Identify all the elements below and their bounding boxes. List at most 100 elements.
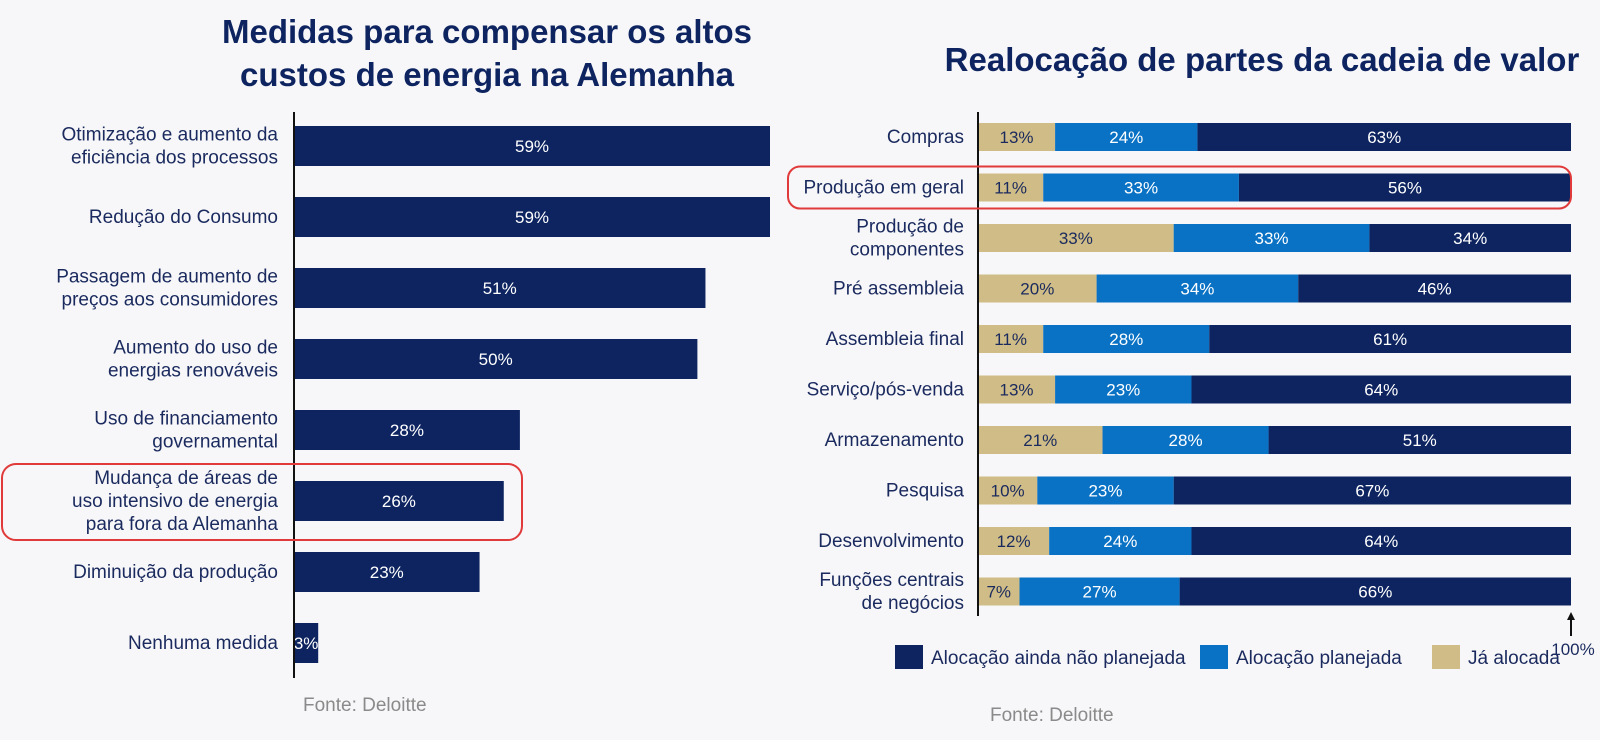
chart-2-bar-segment — [1179, 577, 1571, 606]
chart-1-category-label: Mudança de áreas de — [94, 468, 278, 489]
chart-1-bar — [294, 197, 770, 237]
chart-2-value-label: 33% — [1255, 229, 1289, 248]
chart-2-bar-segment — [1102, 426, 1269, 454]
chart-2-bar-segment — [1268, 426, 1571, 454]
chart-2-bar-segment — [1197, 123, 1571, 151]
chart-2-value-label: 46% — [1418, 280, 1452, 299]
chart-2-bar-segment — [1238, 173, 1571, 202]
chart-2-bar-segment — [978, 325, 1044, 353]
chart-1-category-label: Diminuição da produção — [73, 562, 278, 583]
chart-2-bar-segment — [1173, 224, 1370, 252]
chart-2-value-label: 23% — [1088, 482, 1122, 501]
chart-2-source: Fonte: Deloitte — [990, 705, 1114, 726]
chart-1-category-label: preços aos consumidores — [62, 290, 279, 311]
chart-1-category-label: eficiência dos processos — [71, 148, 278, 169]
chart-2-bar-segment — [1173, 476, 1571, 505]
chart-2-value-label: 21% — [1023, 431, 1057, 450]
chart-1-category-label: Aumento do uso de — [113, 338, 278, 359]
chart-1-category-label: Redução do Consumo — [89, 207, 278, 228]
chart-2-bar-segment — [978, 577, 1020, 606]
chart-2-value-label: 20% — [1020, 280, 1054, 299]
chart-1-category-label: Uso de financiamento — [94, 409, 278, 430]
chart-1-value-label: 26% — [382, 492, 416, 511]
chart-2-bar-segment — [1191, 527, 1571, 555]
chart-2-value-label: 64% — [1364, 532, 1398, 551]
chart-1-bar — [294, 268, 706, 308]
chart-2-value-label: 28% — [1169, 431, 1203, 450]
chart-2-value-label: 56% — [1388, 179, 1422, 198]
chart-1-bar — [294, 552, 480, 592]
chart-1-bar — [294, 410, 520, 450]
chart-2-value-label: 34% — [1453, 229, 1487, 248]
chart-1-value-label: 51% — [483, 279, 517, 298]
chart-1-bar — [294, 623, 319, 663]
chart-1-bar — [294, 481, 504, 521]
chart-1-category-label: Passagem de aumento de — [56, 267, 278, 288]
chart-1-value-label: 50% — [479, 350, 513, 369]
chart-1-value-label: 59% — [515, 137, 549, 156]
chart-2-value-label: 64% — [1364, 381, 1398, 400]
chart-2-value-label: 11% — [994, 330, 1027, 349]
chart-1-value-label: 28% — [390, 421, 424, 440]
chart-2-bar-segment — [1055, 123, 1198, 151]
chart-2-value-label: 24% — [1109, 128, 1143, 147]
chart-2-category-label: de negócios — [862, 593, 964, 614]
chart-2-end-marker-label: 100% — [1551, 640, 1594, 659]
chart-2-value-label: 67% — [1355, 482, 1389, 501]
chart-2-category-label: Produção de — [856, 217, 964, 238]
chart-1-category-label: Otimização e aumento da — [61, 125, 278, 146]
chart-2-legend-label: Alocação ainda não planejada — [931, 648, 1186, 669]
chart-2-bar-segment — [978, 476, 1038, 505]
chart-1-highlight-box — [1, 463, 523, 541]
chart-2-legend-swatch — [1200, 645, 1228, 669]
chart-2-category-label: Desenvolvimento — [818, 531, 964, 552]
chart-2-bar-segment — [1043, 325, 1210, 353]
chart-2-value-label: 66% — [1358, 583, 1392, 602]
chart-1-category-label: Nenhuma medida — [128, 633, 278, 654]
chart-2-category-label: componentes — [850, 240, 964, 261]
chart-2-bar-segment — [1369, 224, 1571, 252]
chart-1-category-label: uso intensivo de energia — [72, 491, 278, 512]
chart-2-value-label: 23% — [1106, 381, 1140, 400]
chart-2-value-label: 24% — [1103, 532, 1137, 551]
chart-2-value-label: 28% — [1109, 330, 1143, 349]
chart-2-value-label: 51% — [1403, 431, 1437, 450]
chart-2-bar-segment — [978, 173, 1044, 202]
chart-2-category-label: Pesquisa — [886, 481, 965, 502]
chart-2-legend-label: Alocação planejada — [1236, 648, 1402, 669]
chart-2-category-label: Compras — [887, 127, 964, 148]
chart-2-category-label: Produção em geral — [803, 178, 964, 199]
chart-2-value-label: 34% — [1180, 280, 1214, 299]
chart-2-title: Realocação de partes da cadeia de valor — [945, 41, 1580, 78]
chart-1-bar — [294, 339, 698, 379]
chart-2-bar-segment — [978, 527, 1050, 555]
chart-2-bar-segment — [978, 426, 1103, 454]
chart-1-category-label: para fora da Alemanha — [86, 514, 279, 535]
chart-2-bar-segment — [1049, 527, 1192, 555]
chart-2-value-label: 61% — [1373, 330, 1407, 349]
chart-2-value-label: 13% — [1000, 381, 1034, 400]
chart-2-bar-segment — [978, 375, 1056, 404]
chart-1-value-label: 23% — [370, 563, 404, 582]
chart-2-value-label: 12% — [997, 532, 1031, 551]
chart-1-category-label: energias renováveis — [108, 361, 278, 382]
chart-1-value-label: 3% — [294, 634, 319, 653]
chart-2-legend-label: Já alocada — [1468, 648, 1560, 669]
chart-1-category-label: governamental — [152, 432, 278, 453]
chart-2-bar-segment — [1096, 274, 1299, 303]
chart-2-value-label: 13% — [1000, 128, 1034, 147]
chart-2-highlight-box — [787, 165, 1572, 210]
chart-1-title-line: Medidas para compensar os altos — [222, 13, 752, 50]
chart-2-value-label: 33% — [1059, 229, 1093, 248]
chart-1-value-label: 59% — [515, 208, 549, 227]
chart-2-bar-segment — [1191, 375, 1571, 404]
chart-2-bar-segment — [1055, 375, 1192, 404]
chart-2-value-label: 33% — [1124, 179, 1158, 198]
chart-2-end-arrow-icon — [1567, 612, 1575, 620]
chart-2-category-label: Pré assembleia — [833, 279, 964, 300]
chart-2-value-label: 63% — [1367, 128, 1401, 147]
chart-2-value-label: 7% — [986, 583, 1011, 602]
chart-2-legend-swatch — [1432, 645, 1460, 669]
chart-1-title-line: custos de energia na Alemanha — [240, 56, 735, 93]
